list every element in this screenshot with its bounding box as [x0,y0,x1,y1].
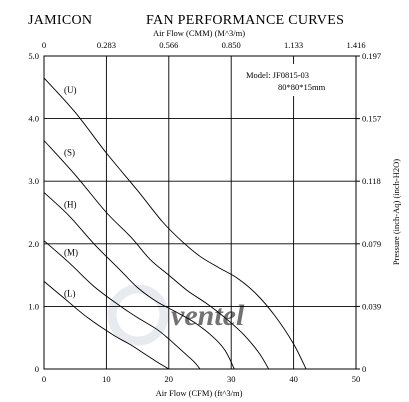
x2-tick-label: 0.566 [159,40,178,50]
curve-l [43,281,170,370]
brand-label: JAMICON [28,13,92,28]
curve-label-s: (S) [64,148,75,158]
x2-tick-label: 0 [42,40,46,50]
curve-s [43,140,270,370]
x-tick-label: 10 [102,374,111,384]
x-tick-label: 30 [227,374,236,384]
y-tick-label: 5.0 [28,51,39,61]
y2-tick-label: 0.039 [362,301,381,311]
watermark: ventel [107,284,245,346]
x2-tick-label: 1.133 [284,40,303,50]
y2-tick-label: 0.157 [362,114,381,124]
x2-tick-label: 0.283 [97,40,116,50]
x2-tick-label: 0.850 [222,40,241,50]
model-size-label: 80*80*15mm [278,82,326,92]
bottom-axis-label: Air Flow (CFM) (ft^3/m) [156,388,243,398]
curve-label-h: (H) [64,199,77,209]
x-tick-label: 40 [289,374,298,384]
curve-u [43,77,307,370]
x-tick-label: 0 [42,374,46,384]
top-axis-label: Air Flow (CMM) (M^3/m) [153,28,245,38]
y-tick-label: 1.0 [28,301,39,311]
right-axis-label: Pressure (inch-Aq) (inch-H2O) [391,159,401,265]
y-tick-label: 0 [35,364,39,374]
curve-m [43,240,201,370]
x2-tick-label: 1.416 [346,40,365,50]
y-tick-label: 3.0 [28,176,39,186]
curves: (U) (S) (H) (M) (L) [43,77,307,370]
y-tick-label: 4.0 [28,114,39,124]
model-label: Model: JF0815-03 [246,70,309,80]
y2-tick-label: 0.079 [362,239,381,249]
y2-tick-label: 0 [362,364,366,374]
curve-label-m: (M) [64,248,78,258]
curve-label-l: (L) [64,288,76,298]
x-tick-label: 20 [165,374,174,384]
chart-title: FAN PERFORMANCE CURVES [146,13,344,28]
curve-h [43,192,235,370]
watermark-fan-icon [107,284,169,346]
y2-tick-label: 0.118 [362,176,381,186]
curve-label-u: (U) [64,85,77,95]
y2-tick-label: 0.197 [362,51,381,61]
x-tick-label: 50 [352,374,361,384]
model-box-bg [241,64,355,96]
y-tick-label: 2.0 [28,239,39,249]
model-box: Model: JF0815-03 80*80*15mm [241,64,355,96]
